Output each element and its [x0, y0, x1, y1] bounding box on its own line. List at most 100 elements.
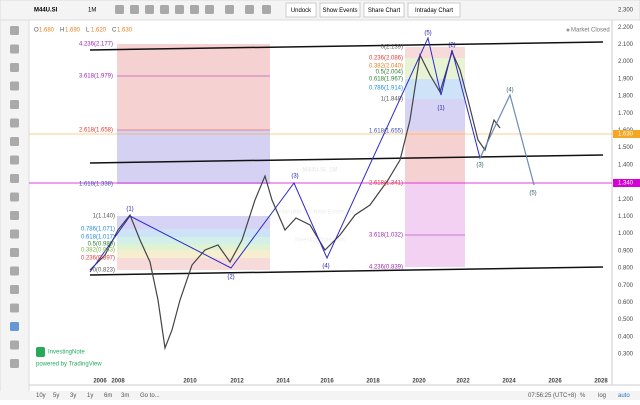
toolbar-icon[interactable]	[262, 5, 271, 14]
range-button[interactable]: 5y	[53, 393, 59, 399]
time-tick-label: 2024	[502, 379, 516, 385]
ohlc-key: L	[86, 28, 90, 34]
tool-icon[interactable]	[10, 359, 19, 368]
range-button[interactable]: 6m	[104, 393, 112, 399]
wave-label: (4)	[322, 264, 329, 270]
price-tick-label: 2.300	[618, 8, 634, 14]
price-tick-label: 0.600	[618, 300, 634, 306]
tool-icon[interactable]	[10, 44, 19, 54]
tool-icon[interactable]	[10, 211, 19, 220]
wave-label: (3)	[476, 163, 483, 169]
time-tick-label: 2006	[93, 379, 107, 385]
toolbar-button[interactable]	[407, 2, 461, 18]
wave-label: (5)	[424, 31, 431, 37]
time-tick-label: 2008	[111, 379, 125, 385]
tool-icon[interactable]	[10, 63, 19, 72]
fib-label: 0.618(1.967)	[369, 77, 403, 83]
range-button[interactable]: 10y	[36, 393, 46, 399]
fib-label: 0.5(2.004)	[376, 70, 403, 76]
toolbar-icon[interactable]	[245, 5, 254, 14]
price-tick-label: 0.900	[618, 248, 634, 254]
tool-icon[interactable]	[10, 100, 19, 109]
last-price: 1.630	[618, 132, 634, 138]
toolbar-icon[interactable]	[175, 5, 184, 14]
scale-option[interactable]: %	[580, 393, 586, 399]
status-dot	[566, 28, 570, 32]
time-tick-label: 2022	[456, 379, 470, 385]
price-tick-label: 1.100	[618, 214, 634, 220]
time-tick-label: 2014	[276, 379, 290, 385]
tool-icon[interactable]	[10, 266, 19, 276]
ohlc-value: 1.680	[39, 28, 55, 34]
toolbar-icon[interactable]	[190, 5, 199, 14]
wave-label: (2)	[227, 275, 234, 281]
time-tick-label: 2028	[594, 379, 608, 385]
fib-label: 0.786(1.914)	[369, 86, 403, 92]
range-button[interactable]: 3y	[70, 393, 76, 399]
fib-label: 0(0.823)	[93, 268, 115, 274]
tool-icon[interactable]	[10, 174, 19, 183]
logo-mark	[36, 347, 45, 357]
tool-icon[interactable]	[10, 248, 19, 257]
goto-button[interactable]: Go to...	[140, 393, 160, 399]
interval[interactable]: 1M	[88, 8, 96, 14]
fib-label: 2.618(1.658)	[79, 128, 113, 134]
toolbar-button-label[interactable]: Intraday Chart	[415, 8, 453, 14]
fib-label: 0.618(1.017)	[81, 235, 115, 241]
scale-option[interactable]: log	[598, 393, 606, 399]
tool-icon[interactable]	[10, 118, 19, 128]
toolbar-button[interactable]	[285, 2, 317, 18]
toolbar-icon[interactable]	[115, 5, 124, 14]
toolbar-button[interactable]	[319, 2, 361, 18]
fib-label: 0.382(0.943)	[81, 248, 115, 254]
tool-icon[interactable]	[10, 155, 19, 165]
toolbar-icon[interactable]	[225, 5, 234, 14]
tool-icon[interactable]	[10, 322, 19, 331]
toolbar-button-label[interactable]: Undock	[291, 8, 312, 14]
tool-icon[interactable]	[10, 192, 19, 202]
tool-icon[interactable]	[10, 137, 19, 146]
wave-label: (1)	[126, 207, 133, 213]
range-button[interactable]: 1y	[87, 393, 93, 399]
toolbar-icon[interactable]	[130, 5, 139, 14]
fib-label: 1.618(1.655)	[369, 129, 403, 135]
wave-label: (1)	[437, 106, 444, 112]
price-tick-label: 0.300	[618, 352, 634, 358]
ohlc-key: O	[34, 28, 39, 34]
fib-label: 2.618(1.341)	[369, 181, 403, 187]
price-tick-label: 0.500	[618, 317, 634, 323]
tool-icon[interactable]	[10, 229, 19, 239]
fib-label: 0.382(2.040)	[369, 64, 403, 70]
time-tick-label: 2016	[320, 379, 334, 385]
toolbar-icon[interactable]	[160, 5, 169, 14]
ohlc-key: H	[60, 28, 64, 34]
tool-icon[interactable]	[10, 81, 19, 91]
level-price: 1.340	[618, 181, 634, 187]
price-tick-label: 1.400	[618, 162, 634, 168]
tool-icon[interactable]	[10, 26, 19, 35]
toolbar-icon[interactable]	[205, 5, 214, 14]
tool-icon[interactable]	[10, 303, 19, 313]
tool-icon[interactable]	[10, 285, 19, 294]
range-button[interactable]: 3m	[121, 393, 129, 399]
level-tag	[613, 179, 640, 187]
price-tick-label: 1.200	[618, 197, 634, 203]
toolbar-button-label[interactable]: Show Events	[322, 8, 357, 14]
fib-label: 4.236(0.839)	[369, 265, 403, 271]
toolbar-button-label[interactable]: Share Chart	[368, 8, 401, 14]
ohlc-value: 1.630	[117, 28, 133, 34]
toolbar-button[interactable]	[363, 2, 405, 18]
wave-label: (3)	[291, 174, 298, 180]
last-price-tag	[613, 130, 640, 138]
watermark-name: Manulife US Real Estate Inv Tr	[279, 210, 361, 216]
scale-option[interactable]: auto	[618, 393, 630, 399]
symbol[interactable]: M44U.SI	[34, 8, 58, 14]
fib-label: 1(1.140)	[93, 214, 115, 220]
tool-icon[interactable]	[10, 340, 19, 350]
price-tick-label: 2.000	[618, 59, 634, 65]
ohlc-key: C	[112, 28, 117, 34]
toolbar-icon[interactable]	[145, 5, 154, 14]
time-tick-label: 2012	[230, 379, 244, 385]
wave-label: (5)	[529, 191, 536, 197]
